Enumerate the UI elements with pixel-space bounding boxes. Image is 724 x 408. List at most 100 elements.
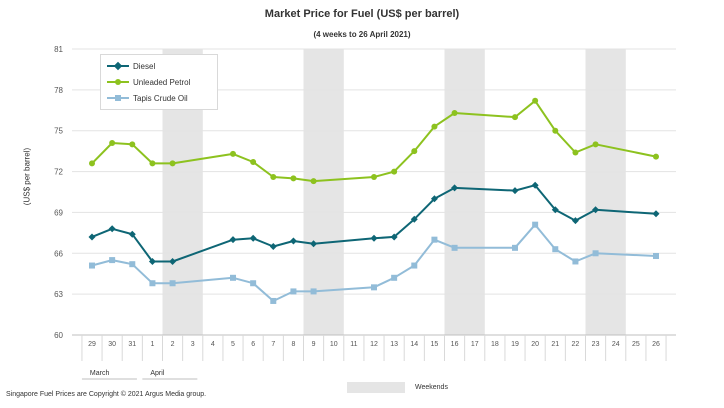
diesel-point bbox=[430, 195, 438, 203]
y-tick-label: 60 bbox=[54, 331, 63, 340]
tapis-crude-oil-point bbox=[451, 244, 458, 251]
diesel-swatch-icon bbox=[107, 61, 129, 71]
unleaded-petrol-point bbox=[572, 149, 579, 156]
weekend-band bbox=[303, 49, 344, 335]
unleaded-petrol-point bbox=[270, 174, 277, 181]
x-tick-label: 29 bbox=[88, 341, 96, 348]
weekend-band bbox=[444, 49, 485, 335]
copyright-notice: Singapore Fuel Prices are Copyright © 20… bbox=[6, 391, 207, 398]
diesel-point bbox=[289, 237, 297, 245]
tapis-crude-oil-point bbox=[653, 253, 659, 260]
tapis-crude-oil-point bbox=[532, 221, 539, 228]
x-tick-label: 17 bbox=[471, 341, 479, 348]
x-tick-label: 11 bbox=[350, 341, 357, 348]
month-label: March bbox=[90, 370, 110, 377]
diesel-point bbox=[390, 233, 398, 241]
tapis-crude-oil-swatch-icon bbox=[107, 93, 129, 103]
x-tick-label: 31 bbox=[128, 341, 136, 348]
diesel-point bbox=[310, 240, 318, 248]
x-tick-label: 14 bbox=[410, 341, 418, 348]
diesel-point bbox=[571, 217, 579, 225]
y-tick-label: 75 bbox=[54, 127, 63, 136]
unleaded-petrol-swatch-icon bbox=[107, 77, 129, 87]
x-tick-label: 8 bbox=[291, 341, 295, 348]
x-tick-label: 22 bbox=[572, 341, 580, 348]
diesel-point bbox=[169, 257, 177, 265]
tapis-crude-oil-point bbox=[169, 280, 176, 287]
x-tick-label: 18 bbox=[491, 341, 499, 348]
weekends-label: Weekends bbox=[415, 384, 448, 391]
tapis-crude-oil-point bbox=[371, 284, 377, 291]
x-tick-label: 2 bbox=[171, 341, 175, 348]
x-tick-label: 1 bbox=[150, 341, 154, 348]
y-tick-label: 66 bbox=[54, 249, 63, 258]
y-tick-label: 63 bbox=[54, 290, 63, 299]
unleaded-petrol-point bbox=[371, 174, 377, 181]
unleaded-petrol-point bbox=[552, 127, 559, 134]
unleaded-petrol-point bbox=[532, 97, 539, 104]
tapis-crude-oil-point bbox=[592, 250, 599, 257]
tapis-crude-oil-point bbox=[129, 261, 136, 268]
legend-label-tapis-crude-oil: Tapis Crude Oil bbox=[133, 93, 188, 103]
unleaded-petrol-point bbox=[149, 160, 156, 167]
x-tick-label: 25 bbox=[632, 341, 640, 348]
unleaded-petrol-point bbox=[592, 141, 599, 148]
tapis-crude-oil-point bbox=[310, 288, 317, 295]
legend-label-diesel: Diesel bbox=[133, 61, 156, 71]
unleaded-petrol-point bbox=[109, 139, 116, 146]
tapis-crude-oil-point bbox=[89, 262, 95, 269]
diesel-point bbox=[410, 215, 418, 223]
diesel-point bbox=[88, 233, 96, 241]
chart-title: Market Price for Fuel (US$ per barrel) bbox=[264, 8, 460, 20]
y-tick-label: 69 bbox=[54, 208, 63, 217]
diesel-point bbox=[451, 184, 459, 192]
unleaded-petrol-point bbox=[89, 160, 95, 167]
diesel-point bbox=[128, 230, 136, 238]
unleaded-petrol-point bbox=[290, 175, 297, 182]
x-tick-label: 30 bbox=[108, 341, 116, 348]
unleaded-petrol-point bbox=[512, 114, 518, 121]
y-tick-label: 78 bbox=[54, 86, 63, 95]
tapis-crude-oil-point bbox=[552, 246, 559, 253]
tapis-crude-oil-point bbox=[109, 257, 116, 264]
unleaded-petrol-point bbox=[250, 159, 257, 166]
x-tick-label: 5 bbox=[231, 341, 235, 348]
unleaded-petrol-point bbox=[230, 150, 236, 157]
x-tick-label: 15 bbox=[431, 341, 439, 348]
unleaded-petrol-point bbox=[169, 160, 176, 167]
diesel-point bbox=[269, 242, 277, 250]
weekend-band bbox=[585, 49, 626, 335]
diesel-point bbox=[108, 225, 116, 233]
unleaded-petrol-point bbox=[310, 178, 317, 185]
x-tick-label: 6 bbox=[251, 341, 255, 348]
x-tick-label: 10 bbox=[330, 341, 338, 348]
tapis-crude-oil-point bbox=[411, 262, 418, 269]
chart-legend: Diesel Unleaded Petrol Tapis Crude Oil bbox=[100, 54, 218, 110]
x-tick-label: 21 bbox=[551, 341, 559, 348]
x-tick-label: 20 bbox=[531, 341, 539, 348]
tapis-crude-oil-point bbox=[230, 274, 236, 281]
tapis-crude-oil-point bbox=[149, 280, 156, 287]
x-tick-label: 24 bbox=[612, 341, 620, 348]
legend-label-unleaded-petrol: Unleaded Petrol bbox=[133, 77, 191, 87]
x-tick-label: 13 bbox=[390, 341, 398, 348]
diesel-point bbox=[370, 234, 378, 242]
diesel-point bbox=[531, 181, 539, 189]
y-tick-label: 72 bbox=[54, 168, 63, 177]
weekends-swatch-icon bbox=[347, 382, 405, 393]
x-tick-label: 7 bbox=[271, 341, 275, 348]
tapis-crude-oil-point bbox=[431, 236, 438, 243]
x-tick-label: 9 bbox=[312, 341, 316, 348]
diesel-point bbox=[511, 187, 519, 195]
x-tick-label: 12 bbox=[370, 341, 378, 348]
x-tick-label: 19 bbox=[511, 341, 519, 348]
x-tick-label: 23 bbox=[592, 341, 600, 348]
tapis-crude-oil-point bbox=[512, 244, 518, 251]
diesel-point bbox=[148, 257, 156, 265]
legend-item-diesel: Diesel bbox=[107, 59, 155, 73]
tapis-crude-oil-point bbox=[391, 274, 398, 281]
tapis-crude-oil-point bbox=[290, 288, 297, 295]
unleaded-petrol-point bbox=[653, 153, 659, 160]
chart-subtitle: (4 weeks to 26 April 2021) bbox=[313, 30, 411, 39]
